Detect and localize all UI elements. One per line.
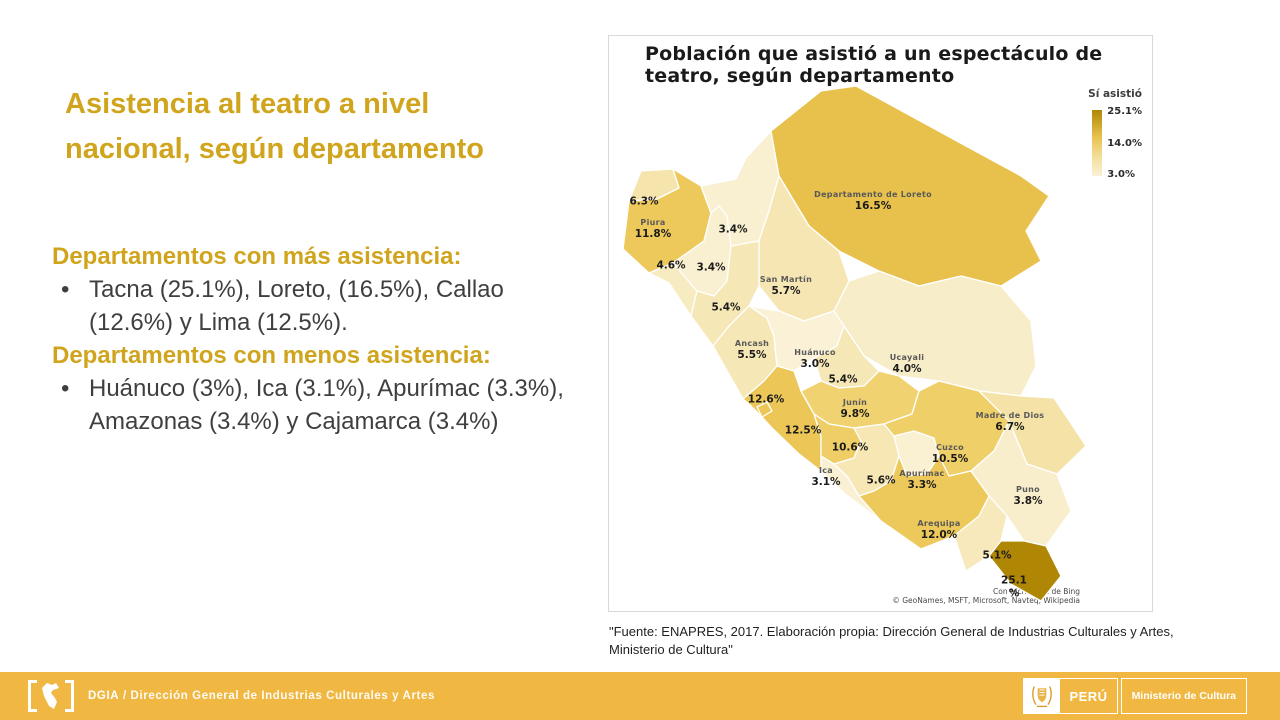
legend-tick-low: 3.0% — [1107, 169, 1136, 180]
coat-of-arms-icon — [1024, 679, 1061, 713]
ministry-label: Ministerio de Cultura — [1131, 690, 1236, 702]
page-title-line2: nacional, según departamento — [65, 133, 484, 165]
source-note-line2: Ministerio de Cultura" — [609, 642, 733, 658]
map-region-ucayali — [833, 270, 1037, 397]
bullet-more-attendance: Tacna (25.1%), Loreto, (16.5%), Callao (… — [52, 273, 587, 339]
map-title: Población que asistió a un espectáculo d… — [645, 43, 1138, 88]
page-title-line1: Asistencia al teatro a nivel — [65, 88, 430, 120]
legend-title: Sí asistió — [1088, 88, 1142, 100]
peru-choropleth-map — [622, 85, 1087, 602]
map-region-tacna — [988, 540, 1062, 602]
legend-tick-high: 25.1% — [1107, 106, 1142, 117]
peru-brand-box: PERÚ — [1023, 678, 1118, 714]
footer-org-text: DGIA / Dirección General de Industrias C… — [88, 690, 435, 702]
heading-less-attendance: Departamentos con menos asistencia: — [52, 342, 491, 369]
bracket-left-icon — [28, 680, 37, 712]
source-note: "Fuente: ENAPRES, 2017. Elaboración prop… — [609, 623, 1259, 659]
map-title-line1: Población que asistió a un espectáculo d… — [645, 43, 1103, 65]
peru-silhouette-icon — [42, 683, 59, 709]
map-legend: Sí asistió 25.1% 14.0% 3.0% — [1088, 88, 1142, 180]
ministry-label-box: Ministerio de Cultura — [1120, 678, 1247, 714]
peru-government-logo: PERÚ Ministerio de Cultura — [1023, 678, 1247, 714]
page-title: Asistencia al teatro a nivel nacional, s… — [65, 82, 590, 172]
legend-gradient-bar — [1092, 110, 1103, 176]
legend-tick-mid: 14.0% — [1107, 137, 1142, 149]
footer-org-abbr: DGIA — [88, 690, 120, 702]
map-region-la-libertad — [690, 240, 760, 347]
peru-label: PERÚ — [1069, 688, 1108, 704]
legend-ticks: 25.1% 14.0% 3.0% — [1107, 106, 1142, 180]
footer-bar: DGIA / Dirección General de Industrias C… — [0, 672, 1280, 720]
body-text: Departamentos con más asistencia: Tacna … — [52, 240, 587, 438]
map-region-callao — [756, 401, 773, 418]
bracket-right-icon — [65, 680, 74, 712]
bullet-less-attendance: Huánuco (3%), Ica (3.1%), Apurímac (3.3%… — [52, 372, 587, 438]
footer-org-sep: / — [119, 690, 131, 702]
footer-org-name: Dirección General de Industrias Cultural… — [130, 690, 435, 702]
map-panel: Población que asistió a un espectáculo d… — [608, 35, 1153, 612]
heading-more-attendance: Departamentos con más asistencia: — [52, 243, 462, 270]
source-note-line1: "Fuente: ENAPRES, 2017. Elaboración prop… — [609, 624, 1174, 639]
map-title-line2: teatro, según departamento — [645, 65, 955, 88]
attribution-sources: © GeoNames, MSFT, Microsoft, Navteq, Wik… — [892, 596, 1080, 606]
dgia-logo — [28, 680, 74, 712]
